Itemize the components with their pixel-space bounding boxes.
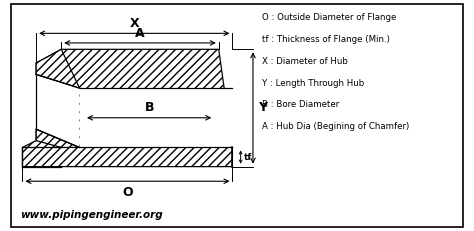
Text: B: B: [145, 101, 154, 114]
Polygon shape: [36, 49, 80, 88]
Text: Y: Y: [258, 101, 267, 115]
Text: A: A: [135, 27, 145, 40]
Text: O: O: [122, 186, 133, 199]
Text: B : Bore Diameter: B : Bore Diameter: [262, 100, 339, 109]
Text: Y : Length Through Hub: Y : Length Through Hub: [262, 79, 365, 88]
Text: O : Outside Diameter of Flange: O : Outside Diameter of Flange: [262, 13, 396, 22]
Text: X : Diameter of Hub: X : Diameter of Hub: [262, 57, 348, 66]
Polygon shape: [34, 74, 80, 147]
Text: A : Hub Dia (Begining of Chamfer): A : Hub Dia (Begining of Chamfer): [262, 122, 410, 131]
Polygon shape: [36, 129, 80, 147]
Text: tf: tf: [244, 152, 253, 161]
Text: tf : Thickness of Flange (Min.): tf : Thickness of Flange (Min.): [262, 35, 390, 44]
Polygon shape: [22, 49, 232, 167]
Text: www.pipingengineer.org: www.pipingengineer.org: [20, 210, 163, 220]
Polygon shape: [80, 88, 237, 147]
Text: X: X: [129, 17, 139, 30]
